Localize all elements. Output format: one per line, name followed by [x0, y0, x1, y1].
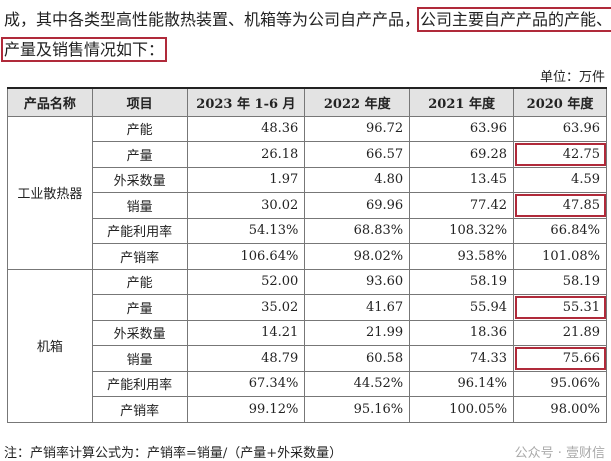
product-name: 工业散热器: [7, 115, 93, 270]
value-cell: 21.89: [513, 319, 607, 346]
column-header: 2021 年度: [409, 87, 515, 117]
value-cell: 55.94: [409, 294, 515, 321]
capacity-table: 产品名称 项目 2023 年 1-6 月 2022 年度 2021 年度 2020 年度 …: [7, 87, 607, 423]
column-header: 2022 年度: [304, 87, 411, 117]
item-cell: 产能: [91, 268, 188, 295]
value-cell: 1.97: [186, 166, 306, 193]
value-cell: 93.60: [304, 268, 411, 295]
value-cell: 95.16%: [304, 396, 411, 423]
table-row: 产销率 106.64% 98.02% 93.58% 101.08%: [8, 243, 607, 270]
value-cell: 58.19: [409, 268, 515, 295]
table-row: 产能利用率 67.34% 44.52% 96.14% 95.06%: [8, 370, 607, 397]
value-cell: 42.75: [513, 141, 607, 168]
value-cell: 108.32%: [409, 217, 515, 244]
value-cell: 99.12%: [186, 396, 306, 423]
item-cell: 外采数量: [91, 319, 188, 346]
value-cell: 106.64%: [186, 243, 306, 270]
value-cell: 52.00: [186, 268, 306, 295]
column-header: 项目: [91, 87, 188, 117]
value-cell: 44.52%: [304, 370, 411, 397]
value-cell: 18.36: [409, 319, 515, 346]
value-cell: 69.96: [304, 192, 411, 219]
value-cell: 98.02%: [304, 243, 411, 270]
item-cell: 产能利用率: [91, 217, 188, 244]
value-cell: 66.57: [304, 141, 411, 168]
value-cell: 77.42: [409, 192, 515, 219]
item-cell: 销量: [91, 345, 188, 372]
value-cell: 98.00%: [513, 396, 607, 423]
intro-text: 成，其中各类型高性能散热装置、机箱等为公司自产产品，: [4, 10, 421, 29]
value-cell: 93.58%: [409, 243, 515, 270]
table-row: 外采数量 14.21 21.99 18.36 21.89: [8, 319, 607, 346]
table-row: 产能利用率 54.13% 68.83% 108.32% 66.84%: [8, 217, 607, 244]
value-cell: 101.08%: [513, 243, 607, 270]
value-cell: 96.72: [304, 115, 411, 142]
value-cell: 4.80: [304, 166, 411, 193]
value-cell: 68.83%: [304, 217, 411, 244]
intro-line-2: 产量及销售情况如下：: [0, 36, 168, 62]
item-cell: 销量: [91, 192, 188, 219]
watermark: 公众号 · 壹财信: [514, 446, 605, 461]
value-cell: 58.19: [513, 268, 607, 295]
value-cell: 35.02: [186, 294, 306, 321]
table-row: 机箱 产能 52.00 93.60 58.19 58.19: [7, 268, 607, 423]
table-row: 外采数量 1.97 4.80 13.45 4.59: [8, 166, 607, 193]
table-row: 产量 35.02 41.67 55.94 55.31: [8, 294, 607, 321]
item-cell: 外采数量: [91, 166, 188, 193]
table-row: 销量 48.79 60.58 74.33 75.66: [8, 345, 607, 372]
value-cell: 4.59: [513, 166, 607, 193]
intro-line-1: 成，其中各类型高性能散热装置、机箱等为公司自产产品，公司主要自产产品的产能、: [4, 6, 611, 32]
value-cell: 55.31: [513, 294, 607, 321]
item-cell: 产销率: [91, 243, 188, 270]
value-cell: 75.66: [513, 345, 607, 372]
intro-highlight-2: 产量及销售情况如下：: [0, 37, 168, 62]
value-cell: 47.85: [513, 192, 607, 219]
item-cell: 产量: [91, 294, 188, 321]
value-cell: 48.79: [186, 345, 306, 372]
footnote: 注：产销率计算公式为：产销率=销量/（产量+外采数量）: [4, 446, 343, 461]
item-cell: 产量: [91, 141, 188, 168]
value-cell: 63.96: [409, 115, 515, 142]
table-row: 工业散热器 产能 48.36 96.72 63.96 63.96: [7, 115, 607, 270]
value-cell: 74.33: [409, 345, 515, 372]
value-cell: 67.34%: [186, 370, 306, 397]
column-header: 2020 年度: [513, 87, 607, 117]
value-cell: 13.45: [409, 166, 515, 193]
value-cell: 30.02: [186, 192, 306, 219]
value-cell: 60.58: [304, 345, 411, 372]
table-row: 销量 30.02 69.96 77.42 47.85: [8, 192, 607, 219]
value-cell: 100.05%: [409, 396, 515, 423]
value-cell: 69.28: [409, 141, 515, 168]
value-cell: 26.18: [186, 141, 306, 168]
value-cell: 54.13%: [186, 217, 306, 244]
value-cell: 21.99: [304, 319, 411, 346]
intro-highlight-1: 公司主要自产产品的产能、: [417, 7, 611, 32]
product-name: 机箱: [7, 268, 93, 423]
value-cell: 63.96: [513, 115, 607, 142]
value-cell: 41.67: [304, 294, 411, 321]
value-cell: 95.06%: [513, 370, 607, 397]
value-cell: 96.14%: [409, 370, 515, 397]
item-cell: 产能利用率: [91, 370, 188, 397]
unit-label: 单位：万件: [539, 70, 605, 85]
column-header: 2023 年 1-6 月: [186, 87, 306, 117]
column-header: 产品名称: [7, 87, 93, 117]
table-row: 产销率 99.12% 95.16% 100.05% 98.00%: [8, 396, 607, 423]
item-cell: 产能: [91, 115, 188, 142]
header-row: 产品名称 项目 2023 年 1-6 月 2022 年度 2021 年度 2020 年度: [7, 87, 607, 117]
table-row: 产量 26.18 66.57 69.28 42.75: [8, 141, 607, 168]
value-cell: 14.21: [186, 319, 306, 346]
item-cell: 产销率: [91, 396, 188, 423]
value-cell: 48.36: [186, 115, 306, 142]
value-cell: 66.84%: [513, 217, 607, 244]
